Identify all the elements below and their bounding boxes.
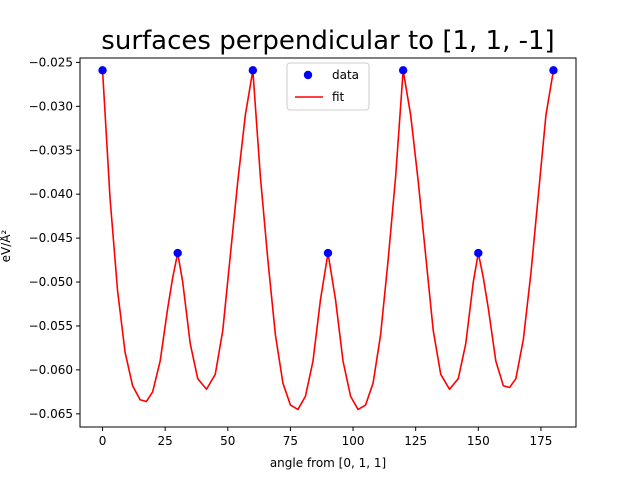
legend-label-fit: fit	[332, 90, 345, 104]
y-tick-label: −0.045	[29, 231, 73, 245]
legend-marker-data	[303, 70, 313, 80]
axes-frame	[79, 57, 577, 428]
x-tick-label: 100	[342, 434, 365, 448]
data-point	[323, 248, 333, 258]
x-tick-label: 50	[220, 434, 235, 448]
data-point	[398, 66, 408, 75]
x-tick-label: 150	[467, 434, 490, 448]
y-tick-label: −0.060	[29, 363, 73, 377]
x-tick-label: 0	[99, 434, 107, 448]
plot-area: 0 25 50 75 100 125 150 175 −0.065 −0.060 −0.055 −0.…	[29, 55, 577, 448]
y-tick-label: −0.065	[29, 407, 73, 421]
y-tick-label: −0.025	[29, 55, 73, 69]
y-tick-label: −0.035	[29, 143, 73, 157]
x-tick-label: 125	[404, 434, 427, 448]
data-point	[98, 66, 107, 75]
y-axis-label: eV/Å²	[0, 229, 13, 262]
data-point	[474, 248, 483, 258]
y-tick-label: −0.055	[29, 319, 73, 333]
y-tick-label: −0.050	[29, 275, 73, 289]
x-tick-label: 75	[283, 434, 298, 448]
y-tick-label: −0.030	[29, 99, 73, 113]
x-tick-label: 175	[529, 434, 552, 448]
data-point	[248, 66, 258, 75]
chart-title: surfaces perpendicular to [1, 1, -1]	[101, 26, 554, 56]
legend-label-data: data	[332, 68, 359, 82]
y-tick-label: −0.040	[29, 187, 73, 201]
data-point	[549, 66, 558, 75]
x-axis-label: angle from [0, 1, 1]	[270, 456, 386, 470]
data-point	[173, 248, 182, 258]
x-tick-label: 25	[158, 434, 173, 448]
legend: data fit	[286, 62, 370, 111]
